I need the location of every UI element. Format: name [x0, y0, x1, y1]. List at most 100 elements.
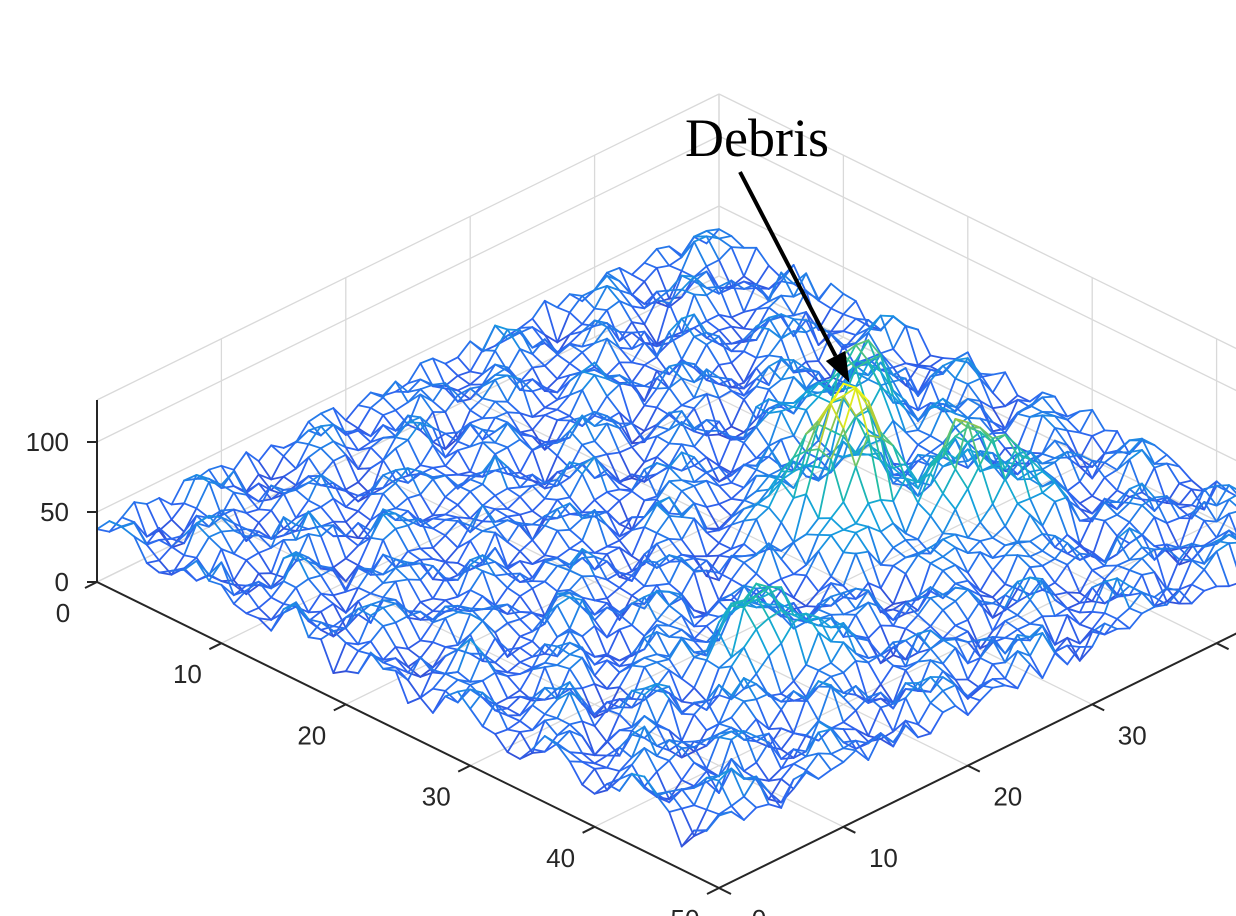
mesh-segment: [718, 665, 733, 697]
mesh-segment: [369, 625, 385, 643]
mesh-segment: [245, 508, 260, 514]
mesh-segment: [1103, 468, 1118, 479]
mesh-segment: [817, 332, 832, 362]
mesh-segment: [618, 773, 633, 792]
x-axis-line: [96, 581, 720, 889]
mesh-segment: [444, 520, 459, 537]
mesh-segment: [730, 378, 745, 397]
mesh-segment: [307, 425, 322, 432]
mesh-segment: [643, 559, 658, 564]
mesh-segment: [867, 691, 882, 698]
mesh-segment: [867, 400, 882, 439]
mesh-segment: [431, 478, 447, 498]
mesh-segment: [805, 360, 820, 363]
mesh-segment: [1103, 596, 1118, 605]
mesh-segment: [830, 551, 845, 578]
mesh-segment: [655, 456, 671, 467]
mesh-segment: [668, 628, 683, 638]
mesh-segment: [842, 622, 857, 639]
mesh-segment: [842, 522, 857, 531]
mesh-segment: [655, 739, 671, 757]
x-tick-mark: [706, 887, 720, 895]
mesh-segment: [1004, 620, 1019, 631]
mesh-segment: [743, 356, 758, 384]
mesh-segment: [867, 359, 882, 389]
mesh-segment: [1141, 548, 1156, 560]
mesh-segment: [618, 330, 633, 334]
mesh-segment: [805, 720, 820, 753]
mesh-segment: [929, 449, 944, 487]
mesh-segment: [1066, 480, 1081, 492]
mesh-segment: [606, 706, 621, 711]
mesh-segment: [1066, 636, 1081, 645]
mesh-segment: [444, 449, 459, 467]
mesh-segment: [705, 420, 720, 437]
mesh-segment: [1066, 410, 1081, 421]
mesh-segment: [730, 543, 745, 550]
mesh-segment: [942, 684, 957, 692]
mesh-segment: [718, 396, 733, 428]
mesh-segment: [954, 468, 969, 490]
mesh-segment: [842, 292, 857, 302]
mesh-segment: [1016, 650, 1031, 657]
mesh-segment: [730, 519, 745, 550]
mesh-segment: [307, 412, 322, 423]
mesh-segment: [892, 669, 907, 704]
mesh-segment: [830, 517, 845, 531]
mesh-segment: [755, 692, 770, 701]
mesh-segment: [854, 550, 870, 555]
mesh-segment: [1066, 644, 1081, 662]
mesh-segment: [830, 501, 845, 519]
mesh-segment: [531, 497, 546, 512]
mesh-segment: [1190, 519, 1206, 548]
mesh-segment: [456, 473, 472, 477]
mesh-segment: [568, 591, 584, 599]
mesh-segment: [208, 579, 223, 586]
mesh-segment: [743, 572, 758, 588]
mesh-segment: [369, 568, 385, 576]
mesh-segment: [519, 668, 534, 675]
mesh-segment: [680, 614, 695, 640]
mesh-segment: [618, 713, 633, 729]
mesh-segment: [655, 289, 671, 293]
mesh-segment: [1215, 484, 1230, 507]
mesh-segment: [1141, 533, 1156, 561]
mesh-segment: [979, 417, 994, 424]
mesh-segment: [444, 474, 459, 487]
mesh-segment: [966, 695, 982, 702]
mesh-segment: [618, 331, 633, 342]
mesh-segment: [929, 406, 944, 437]
mesh-segment: [319, 524, 335, 538]
mesh-segment: [730, 279, 745, 290]
mesh-segment: [469, 620, 484, 636]
mesh-segment: [382, 424, 397, 438]
mesh-segment: [817, 680, 832, 687]
mesh-segment: [718, 656, 733, 669]
x-tick-mark: [457, 764, 471, 773]
z-tick-label: 100: [26, 427, 69, 457]
mesh-segment: [693, 236, 708, 245]
mesh-segment: [631, 261, 646, 276]
mesh-segment: [743, 518, 758, 522]
mesh-segment: [892, 522, 907, 541]
mesh-segment: [718, 465, 733, 484]
mesh-segment: [556, 333, 571, 344]
mesh-segment: [1141, 571, 1156, 576]
mesh-segment: [1190, 501, 1206, 515]
mesh-segment: [780, 358, 795, 362]
mesh-segment: [917, 659, 932, 663]
mesh-segment: [904, 697, 919, 726]
mesh-segment: [419, 444, 434, 467]
mesh-segment: [568, 730, 584, 755]
mesh-segment: [407, 639, 422, 650]
mesh-segment: [867, 733, 882, 761]
mesh-segment: [581, 370, 596, 376]
mesh-segment: [382, 667, 397, 672]
mesh-segment: [991, 602, 1006, 609]
mesh-segment: [606, 377, 621, 386]
mesh-segment: [494, 728, 509, 735]
mesh-segment: [593, 555, 608, 563]
mesh-segment: [444, 473, 459, 477]
mesh-segment: [904, 362, 919, 368]
mesh-segment: [444, 431, 459, 451]
